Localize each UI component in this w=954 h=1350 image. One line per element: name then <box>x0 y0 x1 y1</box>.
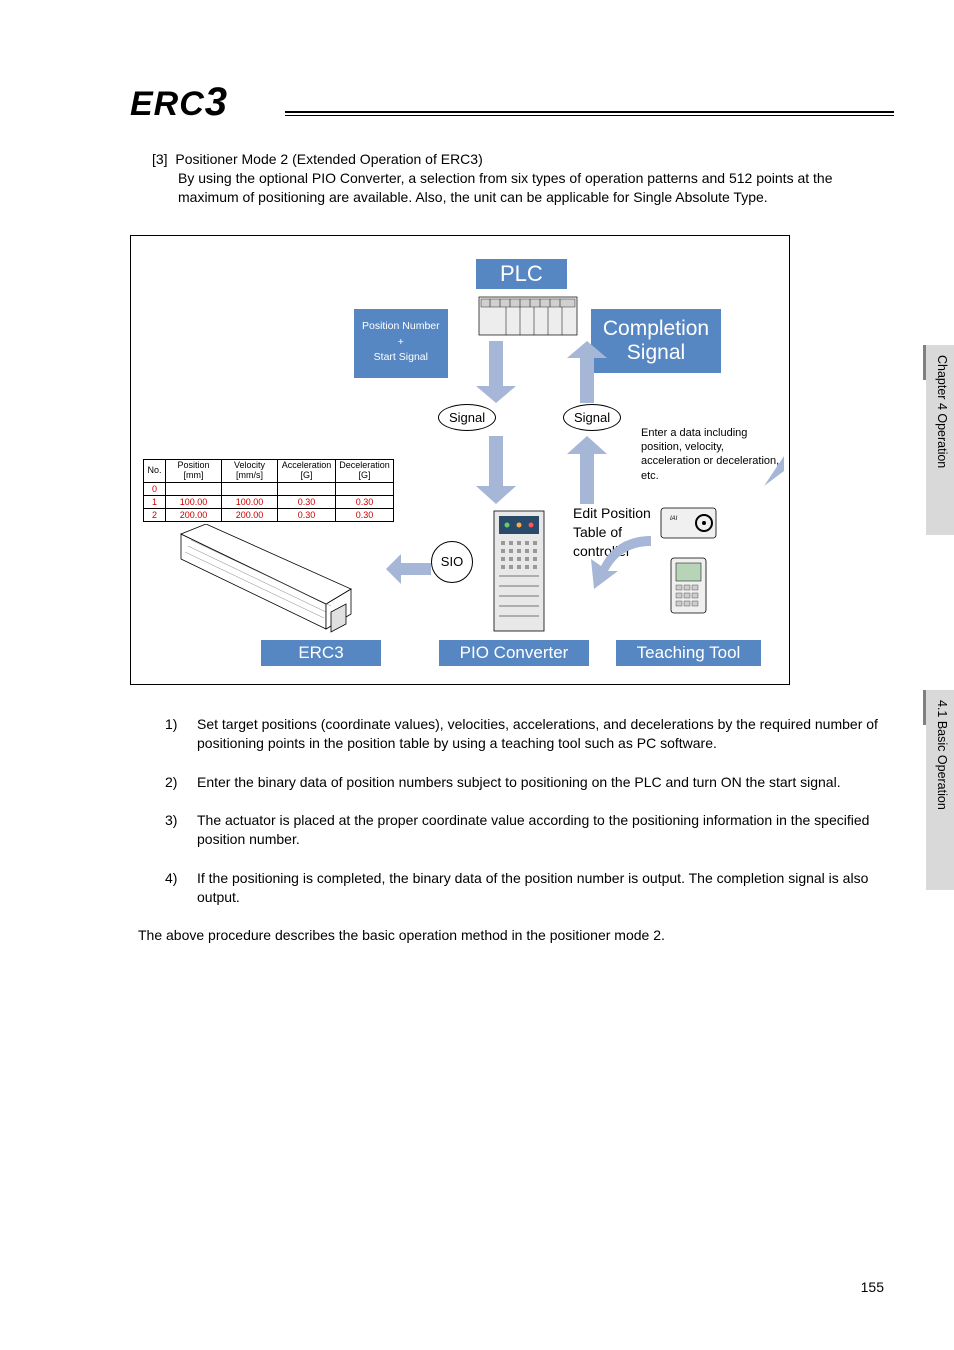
table-row: 2200.00200.000.300.30 <box>144 508 394 521</box>
pio-converter-label: PIO Converter <box>439 640 589 666</box>
page-number: 155 <box>861 1279 884 1295</box>
arrow-up-icon <box>567 436 607 504</box>
section-tab: 4.1 Basic Operation <box>926 690 954 890</box>
chapter-tab: Chapter 4 Operation <box>926 345 954 535</box>
system-diagram: PLC Position Number + Start Signal Compl… <box>130 235 790 685</box>
erc3-label: ERC3 <box>261 640 381 666</box>
teaching-tool-icon: IAI <box>656 503 721 623</box>
page-content: ERC3 [3] Positioner Mode 2 (Extended Ope… <box>0 0 954 983</box>
th-no: No. <box>144 459 166 482</box>
section-number: [3] <box>152 151 168 167</box>
th-deceleration: Deceleration[G] <box>336 459 394 482</box>
completion-signal-box: Completion Signal <box>591 309 721 373</box>
section-intro: By using the optional PIO Converter, a s… <box>130 169 894 207</box>
sio-label: SIO <box>431 541 473 583</box>
th-position: Position[mm] <box>166 459 222 482</box>
svg-text:IAI: IAI <box>670 516 678 522</box>
teaching-tool-label: Teaching Tool <box>616 640 761 666</box>
plus-text: + <box>398 336 404 348</box>
pio-converter-icon <box>489 506 549 636</box>
arrow-left-icon <box>386 554 431 584</box>
table-header-row: No. Position[mm] Velocity[mm/s] Accelera… <box>144 459 394 482</box>
completion-line1: Completion <box>603 317 709 340</box>
signal-label-2: Signal <box>563 404 621 431</box>
position-table: No. Position[mm] Velocity[mm/s] Accelera… <box>143 459 394 522</box>
header-rule <box>130 111 894 116</box>
th-acceleration: Acceleration[G] <box>278 459 336 482</box>
arrow-up-icon <box>567 341 607 403</box>
signal-label-1: Signal <box>438 404 496 431</box>
th-velocity: Velocity[mm/s] <box>222 459 278 482</box>
logo-number: 3 <box>205 80 228 124</box>
plc-label: PLC <box>476 259 567 289</box>
list-item: 2)Enter the binary data of position numb… <box>165 773 894 792</box>
completion-line2: Signal <box>627 341 685 364</box>
table-row: 1100.00100.000.300.30 <box>144 495 394 508</box>
list-item: 4)If the positioning is completed, the b… <box>165 869 894 907</box>
section-title: Positioner Mode 2 (Extended Operation of… <box>175 151 482 167</box>
logo: ERC3 <box>130 80 228 125</box>
actuator-icon <box>176 524 376 639</box>
callout-tail-icon <box>624 456 784 506</box>
procedure-list: 1)Set target positions (coordinate value… <box>130 715 894 907</box>
arrow-left-icon <box>586 531 651 591</box>
arrow-down-icon <box>476 341 516 403</box>
start-signal-text: Start Signal <box>374 351 428 363</box>
table-row: 0 <box>144 482 394 495</box>
list-item: 1)Set target positions (coordinate value… <box>165 715 894 753</box>
closing-text: The above procedure describes the basic … <box>130 927 894 943</box>
position-signal-box: Position Number + Start Signal <box>354 309 448 378</box>
plc-device-icon <box>478 296 578 336</box>
arrow-down-icon <box>476 436 516 504</box>
list-item: 3)The actuator is placed at the proper c… <box>165 811 894 849</box>
logo-text: ERC <box>130 85 205 123</box>
section-heading: [3] Positioner Mode 2 (Extended Operatio… <box>130 151 894 167</box>
logo-header: ERC3 <box>130 80 894 116</box>
position-number-text: Position Number <box>362 320 440 332</box>
